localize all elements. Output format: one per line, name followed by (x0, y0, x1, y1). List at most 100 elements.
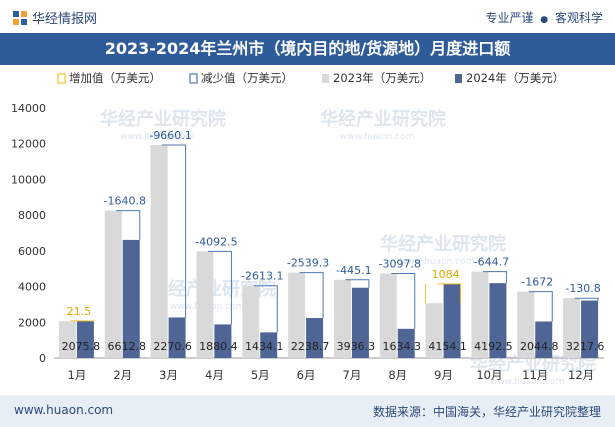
legend-swatch-inc (57, 73, 66, 84)
bar-2023 (379, 273, 397, 358)
bar-2023 (150, 144, 168, 358)
diff-label: -644.7 (474, 256, 509, 269)
legend-label: 2023年（万美元） (333, 71, 431, 85)
x-tick-label: 2月 (113, 368, 132, 382)
legend-swatch-b23 (322, 74, 329, 83)
value-label-2024: 2238.7 (291, 340, 330, 353)
bar-2024 (260, 332, 278, 358)
value-label-2024: 6612.8 (108, 340, 147, 353)
bar-2024 (306, 318, 324, 358)
bar-2024 (168, 317, 186, 358)
bar-2023 (471, 271, 489, 358)
bar-2024 (76, 320, 94, 358)
diff-label: 21.5 (67, 305, 92, 318)
diff-bracket (574, 297, 599, 301)
x-tick-label: 6月 (297, 368, 316, 382)
x-tick-label: 4月 (205, 368, 224, 382)
bar-2023 (58, 321, 76, 358)
diff-bracket (437, 283, 462, 304)
x-tick-label: 11月 (522, 368, 548, 382)
x-tick-label: 12月 (568, 368, 594, 382)
value-label-2024: 2270.6 (153, 340, 192, 353)
brand[interactable]: 华经情报网 (12, 8, 97, 27)
diff-label: -130.8 (565, 282, 600, 295)
bar-2023 (517, 291, 535, 358)
bar-2023 (196, 251, 214, 358)
diff-bracket (528, 291, 553, 322)
x-tick-label: 9月 (434, 368, 453, 382)
diff-label: -445.1 (336, 264, 371, 277)
diff-bracket (299, 272, 324, 319)
diff-bracket (345, 279, 370, 288)
diff-bracket (482, 271, 507, 284)
y-tick-label: 0 (39, 352, 46, 365)
x-tick-label: 3月 (159, 368, 178, 382)
watermark-url: www.huaon.com (340, 132, 414, 142)
legend-label: 减少值（万美元） (201, 71, 293, 85)
y-tick-label: 12000 (11, 138, 46, 151)
bar-2024 (581, 300, 599, 358)
watermark-text: 华经产业研究院 (320, 108, 446, 130)
y-tick-label: 6000 (18, 245, 46, 258)
y-tick-label: 8000 (18, 209, 46, 222)
value-label-2024: 1634.3 (383, 340, 422, 353)
slogan-left: 专业严谨 (485, 11, 534, 25)
chart-title: 2023-2024年兰州市（境内目的地/货源地）月度进口额 (0, 33, 615, 65)
bar-2023 (333, 279, 351, 358)
slogan-right: 客观科学 (554, 11, 603, 25)
y-tick-label: 10000 (11, 173, 46, 186)
bar-2024 (489, 283, 507, 358)
bar-2024 (443, 283, 461, 358)
bar-2023 (242, 285, 260, 358)
bar-2023 (425, 303, 443, 358)
value-label-2024: 3217.6 (566, 340, 605, 353)
value-label-2024: 4192.5 (474, 340, 513, 353)
footer-website[interactable]: www.huaon.com (14, 403, 114, 417)
legend-label: 增加值（万美元） (69, 71, 161, 85)
x-tick-label: 10月 (476, 368, 502, 382)
legend-swatch-dec (189, 73, 198, 84)
watermark-text: 华经产业研究院 (380, 233, 506, 255)
value-label-2024: 3936.3 (337, 340, 376, 353)
y-tick-label: 4000 (18, 281, 46, 294)
slogan-bullet: ● (540, 15, 549, 25)
watermark-text: 华经产业研究院 (100, 108, 226, 130)
brand-name: 华经情报网 (32, 12, 98, 27)
diff-bracket (162, 144, 187, 318)
footer-source: 数据来源：中国海关，华经产业研究院整理 (372, 405, 601, 419)
footer: www.huaon.com 数据来源：中国海关，华经产业研究院整理 (0, 395, 615, 427)
diff-label: -2613.1 (241, 270, 283, 283)
bar-2023 (288, 272, 306, 358)
watermark-url: www.huaon.com (120, 132, 194, 142)
bar-2024 (397, 328, 415, 358)
diff-label: -2539.3 (287, 257, 329, 270)
x-tick-label: 5月 (251, 368, 270, 382)
x-tick-label: 1月 (68, 368, 87, 382)
x-tick-label: 7月 (343, 368, 362, 382)
diff-label: -1672 (521, 276, 553, 289)
legend-label: 2024年（万美元） (466, 71, 564, 85)
value-label-2024: 4154.1 (428, 340, 467, 353)
bar-2024 (351, 287, 369, 358)
value-label-2024: 2044.8 (520, 340, 559, 353)
diff-label: -9660.1 (149, 129, 191, 142)
value-label-2024: 1880.4 (199, 340, 238, 353)
top-bar: 华经情报网 专业严谨 ● 客观科学 (0, 0, 615, 33)
diff-bracket (116, 210, 141, 240)
bar-2023 (104, 210, 122, 358)
value-label-2024: 1434.1 (245, 340, 284, 353)
diff-label: -3097.8 (379, 257, 421, 270)
x-tick-label: 8月 (388, 368, 407, 382)
diff-bracket (253, 285, 278, 333)
diff-bracket (207, 250, 232, 325)
bar-2024 (214, 324, 232, 358)
chart: 华经产业研究院 www.huaon.com 华经产业研究院 www.huaon.com… (11, 71, 605, 387)
diff-label: -4092.5 (195, 235, 237, 248)
slogan: 专业严谨 ● 客观科学 (485, 9, 603, 26)
diff-label: -1640.8 (104, 195, 146, 208)
y-tick-label: 14000 (11, 102, 46, 115)
watermark-url: www.huaon.com (400, 257, 474, 267)
bar-2024 (535, 321, 553, 358)
watermark-url: www.huaon.com (490, 377, 564, 387)
y-tick-label: 2000 (18, 316, 46, 329)
